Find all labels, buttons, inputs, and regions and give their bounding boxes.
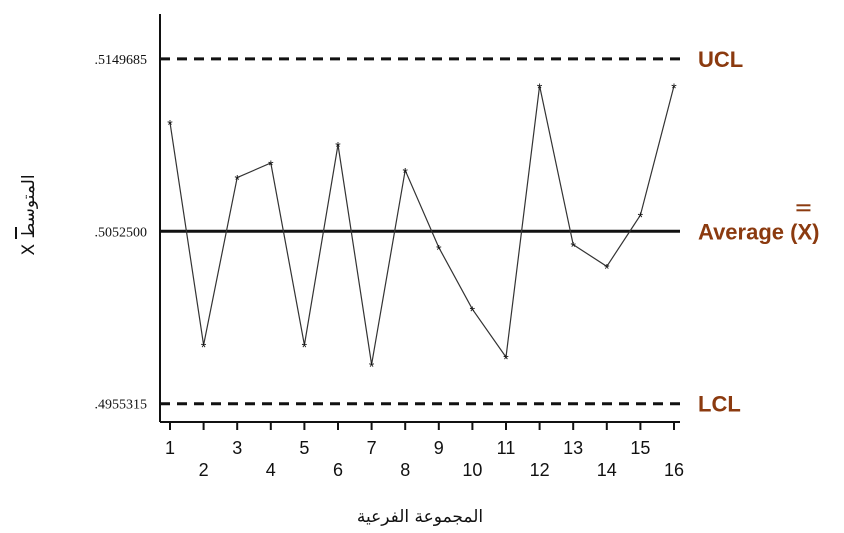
x-tick-label: 12 <box>530 460 550 480</box>
data-point: * <box>671 80 677 96</box>
data-point: * <box>201 339 207 355</box>
series-line <box>169 85 675 365</box>
x-tick-label: 16 <box>664 460 684 480</box>
data-point: * <box>470 303 476 319</box>
x-tick-label: 11 <box>497 438 516 458</box>
x-tick-label: 15 <box>630 438 650 458</box>
reference-label-ucl: UCL <box>698 47 743 72</box>
data-point: * <box>537 80 543 96</box>
x-tick-label: 2 <box>199 460 209 480</box>
x-tick-label: 4 <box>266 460 276 480</box>
x-tick-label: 5 <box>299 438 309 458</box>
x-tick-label: 8 <box>400 460 410 480</box>
data-point: * <box>234 172 240 188</box>
y-tick-label: .5149685 <box>95 53 148 68</box>
reference-line-labels: UCL Average (X) LCL <box>698 47 819 417</box>
x-axis-ticks <box>169 422 675 430</box>
data-point: * <box>604 260 610 276</box>
point-markers: * * * * * * * * * * * * * * * * <box>167 80 677 375</box>
y-tick-label: .4955315 <box>95 398 148 413</box>
x-tick-label: 9 <box>434 438 444 458</box>
x-tick-label: 6 <box>333 460 343 480</box>
reference-label-lcl: LCL <box>698 392 741 417</box>
x-tick-label: 7 <box>367 438 377 458</box>
x-tick-label: 14 <box>597 460 617 480</box>
x-tick-label: 3 <box>232 438 242 458</box>
data-point: * <box>402 164 408 180</box>
y-tick-label: .5052500 <box>95 225 148 240</box>
x-tick-label: 10 <box>462 460 482 480</box>
data-point: * <box>369 359 375 375</box>
data-point: * <box>436 241 442 257</box>
x-tick-label: 13 <box>563 438 583 458</box>
data-point: * <box>570 239 576 255</box>
x-axis-title: المجموعة الفرعية <box>357 507 483 527</box>
y-tick-labels: .5149685 .5052500 .4955315 <box>95 53 148 413</box>
data-point: * <box>503 351 509 367</box>
reference-lines <box>160 57 680 406</box>
y-axis-title: X المتوسط <box>19 174 39 255</box>
data-point: * <box>335 139 341 155</box>
data-point: * <box>638 209 644 225</box>
reference-label-average: Average (X) <box>698 219 819 244</box>
data-point: * <box>302 339 308 355</box>
data-point: * <box>167 117 173 133</box>
data-point: * <box>268 157 274 173</box>
x-tick-label: 1 <box>165 438 175 458</box>
